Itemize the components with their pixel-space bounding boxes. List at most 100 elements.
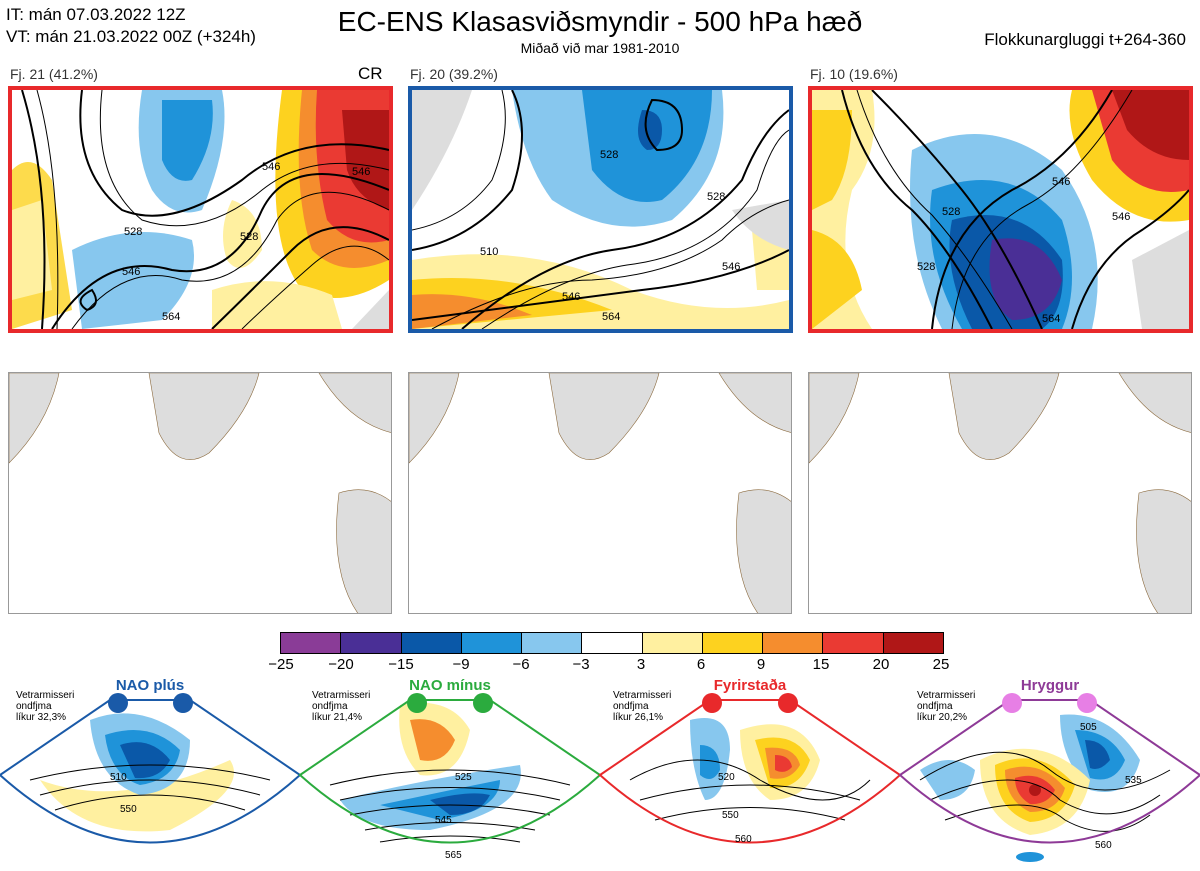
regime-4-note: Vetrarmisseri ondfjma líkur 20,2% — [917, 690, 975, 723]
colorbar-segment — [460, 633, 522, 653]
classification-window: Flokkunargluggi t+264-360 — [984, 30, 1186, 49]
colorbar-segment — [340, 633, 401, 653]
contour-label: 546 — [1052, 176, 1070, 188]
regime-contour-label: 535 — [1125, 775, 1142, 786]
regime-maps: 510 550 525 545 565 520 550 560 — [0, 693, 1200, 862]
regime-4-dot-right — [1077, 693, 1097, 713]
panel-1-tag: CR — [358, 64, 383, 83]
panel-1-label: Fj. 21 (41.2%) — [10, 66, 98, 82]
empty-map-2-svg — [409, 373, 791, 613]
regime-2-note: Vetrarmisseri ondfjma líkur 21,4% — [312, 690, 370, 723]
contour-label: 528 — [707, 191, 725, 203]
regime-contour-label: 560 — [1095, 840, 1112, 851]
regime-contour-label: 525 — [455, 772, 472, 783]
colorbar-tick-label: −20 — [328, 656, 354, 673]
cluster-map-3-svg: 528 528 546 546 564 — [812, 90, 1189, 329]
regime-1-dot-right — [173, 693, 193, 713]
colorbar-tick-label: 3 — [636, 656, 646, 673]
regime-map-nao-minus: 525 545 565 — [298, 693, 602, 861]
regime-contour-label: 545 — [435, 815, 452, 826]
regime-2-title: NAO mínus — [409, 677, 491, 694]
colorbar-tick-label: 15 — [812, 656, 830, 673]
panel-2-label: Fj. 20 (39.2%) — [410, 66, 498, 82]
contour-label: 546 — [1112, 211, 1130, 223]
regime-2-dot-left — [407, 693, 427, 713]
colorbar-segment — [882, 633, 943, 653]
regime-note-line: Vetrarmisseri — [613, 690, 672, 701]
colorbar-segment — [281, 633, 341, 653]
colorbar-segment — [641, 633, 702, 653]
contour-label: 546 — [352, 166, 370, 178]
init-time: IT: mán 07.03.2022 12Z — [6, 5, 186, 24]
colorbar-tick-label: −3 — [572, 656, 590, 673]
regime-3-dot-left — [702, 693, 722, 713]
colorbar-segment — [822, 633, 883, 653]
regime-map-block: 520 550 560 — [598, 693, 902, 845]
regime-note-line: líkur 26,1% — [613, 712, 664, 723]
regime-contour-label: 520 — [718, 772, 735, 783]
page-title: EC-ENS Klasasviðsmyndir - 500 hPa hæð — [337, 6, 863, 37]
regime-note-line: líkur 20,2% — [917, 712, 968, 723]
regime-3-dot-right — [778, 693, 798, 713]
regime-note-line: ondfjma — [16, 701, 52, 712]
regime-2-dot-right — [473, 693, 493, 713]
empty-map-1 — [8, 372, 392, 614]
colorbar-tick-label: 20 — [872, 656, 890, 673]
panel-3-label: Fj. 10 (19.6%) — [810, 66, 898, 82]
colorbar-segment — [762, 633, 823, 653]
contour-label: 564 — [1042, 313, 1060, 325]
regime-1-title: NAO plús — [115, 677, 185, 694]
regime-contour-label: 505 — [1080, 722, 1097, 733]
regime-contour-label: 550 — [722, 810, 739, 821]
regime-note-line: Vetrarmisseri — [16, 690, 75, 701]
colorbar-tick-label: −6 — [512, 656, 530, 673]
regime-note-line: Vetrarmisseri — [917, 690, 976, 701]
contour-label: 528 — [942, 206, 960, 218]
cluster-map-3: 528 528 546 546 564 — [808, 86, 1193, 333]
colorbar-tick-label: −25 — [268, 656, 294, 673]
contour-label: 528 — [240, 231, 258, 243]
regime-3-title: Fyrirstaða — [713, 677, 787, 694]
regime-contour-label: 560 — [735, 834, 752, 845]
contour-label: 528 — [600, 149, 618, 161]
colorbar-segment — [521, 633, 582, 653]
colorbar-tick-label: 6 — [696, 656, 706, 673]
regime-4-dot-left — [1002, 693, 1022, 713]
regime-contour-label: 565 — [445, 850, 462, 861]
regime-1-dot-left — [108, 693, 128, 713]
empty-map-3 — [808, 372, 1192, 614]
regime-contour-label: 510 — [110, 772, 127, 783]
contour-label: 546 — [262, 161, 280, 173]
contour-label: 510 — [480, 246, 498, 258]
regime-map-ridge: 505 535 560 — [898, 693, 1200, 862]
regime-3-note: Vetrarmisseri ondfjma líkur 26,1% — [613, 690, 671, 723]
regime-note-line: líkur 32,3% — [16, 712, 67, 723]
contour-label: 528 — [917, 261, 935, 273]
colorbar — [280, 632, 944, 654]
colorbar-tick-label: 25 — [932, 656, 950, 673]
colorbar-segment — [701, 633, 763, 653]
contour-label: 546 — [562, 291, 580, 303]
empty-map-2 — [408, 372, 792, 614]
empty-map-3-svg — [809, 373, 1191, 613]
regime-note-line: Vetrarmisseri — [312, 690, 371, 701]
regime-1-note: Vetrarmisseri ondfjma líkur 32,3% — [16, 690, 74, 723]
colorbar-tick-label: 9 — [756, 656, 766, 673]
cluster-map-1: 528 546 528 546 564 546 — [8, 86, 393, 333]
colorbar-tick-label: −9 — [452, 656, 470, 673]
regime-4-title: Hryggur — [1020, 677, 1080, 694]
contour-label: 546 — [722, 261, 740, 273]
page-subtitle: Miðað við mar 1981-2010 — [520, 40, 680, 56]
cluster-map-2: 528 510 528 546 546 564 — [408, 86, 793, 333]
regime-note-line: ondfjma — [917, 701, 953, 712]
contour-label: 564 — [602, 311, 620, 323]
regime-map-nao-plus: 510 550 — [0, 693, 302, 844]
colorbar-segment — [400, 633, 461, 653]
colorbar-segment — [581, 633, 642, 653]
contour-label: 528 — [124, 226, 142, 238]
regime-note-line: líkur 21,4% — [312, 712, 363, 723]
empty-map-1-svg — [9, 373, 391, 613]
regime-note-line: ondfjma — [312, 701, 348, 712]
colorbar-tick-label: −15 — [388, 656, 414, 673]
cluster-map-2-svg: 528 510 528 546 546 564 — [412, 90, 789, 329]
